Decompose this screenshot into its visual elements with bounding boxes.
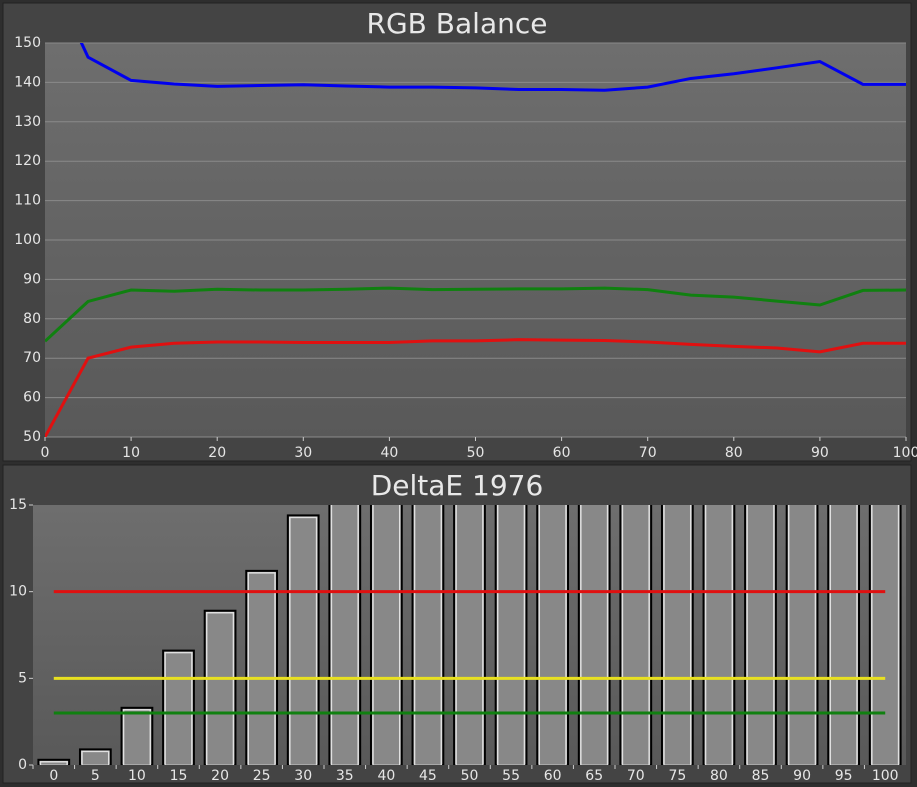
x-tick-label: 20 (211, 768, 229, 784)
x-tick-label: 50 (461, 768, 479, 784)
bar-highlight (663, 505, 692, 765)
bar-highlight (39, 761, 68, 765)
bar-highlight (538, 505, 567, 765)
data-line (45, 286, 906, 343)
bar-highlight (164, 651, 193, 765)
x-tick-label: 0 (49, 768, 58, 784)
bar-highlight (330, 505, 359, 765)
bar (411, 505, 445, 765)
bar-highlight (704, 505, 734, 765)
chart-title: RGB Balance (367, 7, 548, 40)
bar-highlight (247, 572, 276, 765)
x-tick-label: 50 (467, 445, 485, 461)
bar (702, 505, 736, 765)
bar (120, 706, 154, 765)
y-tick-label: 10 (9, 584, 27, 600)
y-tick-label: 150 (14, 35, 41, 51)
data-line (45, 338, 906, 437)
chart-title: DeltaE 1976 (371, 469, 544, 502)
bar (328, 505, 362, 765)
x-tick-label: 90 (811, 445, 829, 461)
x-tick-label: 100 (893, 445, 917, 461)
x-tick-label: 100 (872, 768, 899, 784)
bar (453, 505, 486, 765)
bar (494, 505, 528, 765)
x-tick-label: 45 (419, 768, 437, 784)
x-tick-label: 0 (41, 445, 50, 461)
bar (785, 505, 819, 765)
x-tick-label: 30 (294, 445, 312, 461)
bar (827, 505, 861, 765)
data-line (79, 43, 906, 92)
bar (245, 569, 279, 765)
x-tick-label: 40 (377, 768, 395, 784)
x-tick-label: 55 (502, 768, 520, 784)
x-tick-label: 35 (336, 768, 354, 784)
y-tick-label: 130 (14, 114, 41, 130)
x-tick-label: 30 (294, 768, 312, 784)
x-tick-label: 5 (91, 768, 100, 784)
bar-highlight (746, 505, 775, 765)
bar-highlight (787, 505, 817, 765)
x-tick-label: 60 (544, 768, 562, 784)
bar (577, 505, 611, 765)
x-tick-label: 20 (208, 445, 226, 461)
x-tick-label: 85 (752, 768, 770, 784)
bar-highlight (496, 505, 526, 765)
x-tick-label: 40 (380, 445, 398, 461)
bar-highlight (81, 750, 110, 765)
bar (162, 649, 195, 765)
bar (868, 505, 902, 765)
x-tick-label: 25 (253, 768, 271, 784)
x-tick-label: 70 (639, 445, 657, 461)
x-tick-label: 60 (553, 445, 571, 461)
y-tick-label: 120 (14, 153, 41, 169)
x-tick-label: 10 (122, 445, 140, 461)
bar (619, 505, 653, 765)
y-tick-label: 140 (14, 74, 41, 90)
x-tick-label: 65 (585, 768, 603, 784)
y-tick-label: 50 (23, 429, 41, 445)
bar (78, 748, 112, 765)
bar-highlight (455, 505, 484, 765)
y-tick-label: 90 (23, 271, 41, 287)
bar-highlight (413, 505, 443, 765)
x-tick-label: 75 (668, 768, 686, 784)
bar-highlight (289, 516, 318, 765)
y-tick-label: 70 (23, 350, 41, 366)
bar-highlight (829, 505, 858, 765)
y-tick-label: 110 (14, 193, 41, 209)
x-tick-label: 95 (835, 768, 853, 784)
bar (369, 505, 403, 765)
bar-highlight (580, 505, 609, 765)
bar-highlight (871, 505, 900, 765)
y-tick-label: 15 (9, 497, 27, 513)
x-tick-label: 90 (793, 768, 811, 784)
x-tick-label: 15 (170, 768, 188, 784)
bar-highlight (122, 709, 152, 765)
bar (203, 609, 237, 765)
y-tick-label: 100 (14, 232, 41, 248)
x-tick-label: 80 (725, 445, 743, 461)
bar (286, 514, 320, 765)
x-tick-label: 70 (627, 768, 645, 784)
y-tick-label: 0 (18, 757, 27, 773)
bar-highlight (372, 505, 401, 765)
bar-highlight (621, 505, 650, 765)
x-tick-label: 10 (128, 768, 146, 784)
y-tick-label: 80 (23, 311, 41, 327)
bar (744, 505, 777, 765)
y-tick-label: 5 (18, 670, 27, 686)
x-tick-label: 80 (710, 768, 728, 784)
y-tick-label: 60 (23, 390, 41, 406)
bar (536, 505, 570, 765)
bar-highlight (205, 611, 235, 765)
bar (660, 505, 694, 765)
